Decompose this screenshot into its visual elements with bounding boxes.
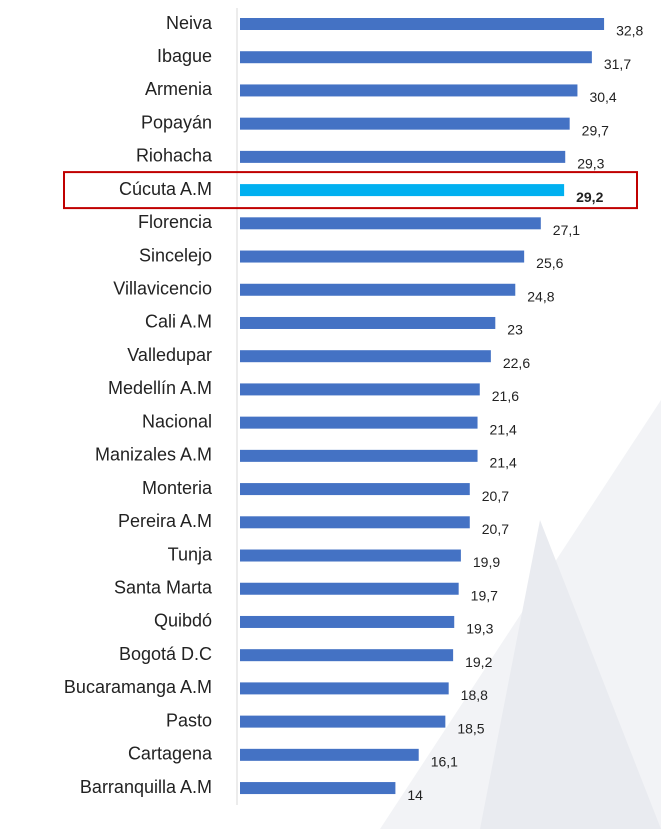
bar [240,615,455,628]
value-label: 16,1 [431,754,458,770]
category-label: Florencia [138,212,213,232]
value-label: 22,6 [503,355,530,371]
bar [240,449,478,462]
value-label: 23 [507,322,523,338]
category-label: Armenia [145,79,213,99]
bar [240,51,592,64]
category-label: Manizales A.M [95,445,212,465]
bar [240,383,480,396]
value-label: 31,7 [604,56,631,72]
category-label: Barranquilla A.M [80,777,212,797]
category-label: Cali A.M [145,312,212,332]
value-label: 19,2 [465,654,492,670]
value-label: 19,7 [471,587,498,603]
value-label: 20,7 [482,521,509,537]
category-label: Bucaramanga A.M [64,677,212,697]
category-label: Bogotá D.C [119,644,212,664]
category-label: Cartagena [128,744,213,764]
category-label: Villavicencio [113,279,212,299]
category-label: Santa Marta [114,577,213,597]
bar [240,18,605,30]
bar [240,549,461,562]
bar [240,582,459,595]
value-label: 21,4 [490,455,517,471]
category-label: Medellín A.M [108,378,212,398]
category-label: Sincelejo [139,245,212,265]
category-label: Valledupar [127,345,212,365]
value-label: 19,3 [466,621,493,637]
bar [240,217,541,230]
bar [240,715,446,728]
value-label: 25,6 [536,255,563,271]
value-label: 18,8 [461,687,488,703]
bar [240,483,470,496]
value-label: 14 [407,787,423,803]
category-label: Pasto [166,710,212,730]
bar [240,682,449,695]
bar [240,117,570,130]
highlight-box [63,171,638,210]
value-label: 27,1 [553,222,580,238]
value-label: 32,8 [616,23,643,39]
bar [240,150,566,163]
bar [240,283,516,296]
value-label: 30,4 [589,89,616,105]
value-label: 29,7 [582,122,609,138]
bar [240,316,496,329]
bar [240,350,491,363]
value-label: 19,9 [473,554,500,570]
bar [240,84,578,97]
value-label: 29,2 [576,189,603,205]
category-label: Popayán [141,112,212,132]
value-label: 21,4 [490,421,517,437]
background-shape [480,520,661,829]
category-label: Riohacha [136,146,213,166]
value-label: 29,3 [577,156,604,172]
value-label: 18,5 [457,720,484,736]
bar [240,416,478,429]
category-label: Pereira A.M [118,511,212,531]
value-label: 24,8 [527,288,554,304]
value-label: 20,7 [482,488,509,504]
category-label: Cúcuta A.M [119,179,212,199]
bar [240,782,396,795]
category-label: Nacional [142,411,212,431]
bar [240,184,565,197]
category-label: Tunja [168,544,213,564]
bar [240,649,454,662]
category-label: Quibdó [154,611,212,631]
bar [240,748,419,761]
category-label: Neiva [166,13,213,33]
category-label: Monteria [142,478,213,498]
bar [240,250,525,263]
bar [240,516,470,529]
category-label: Ibague [157,46,212,66]
value-label: 21,6 [492,388,519,404]
